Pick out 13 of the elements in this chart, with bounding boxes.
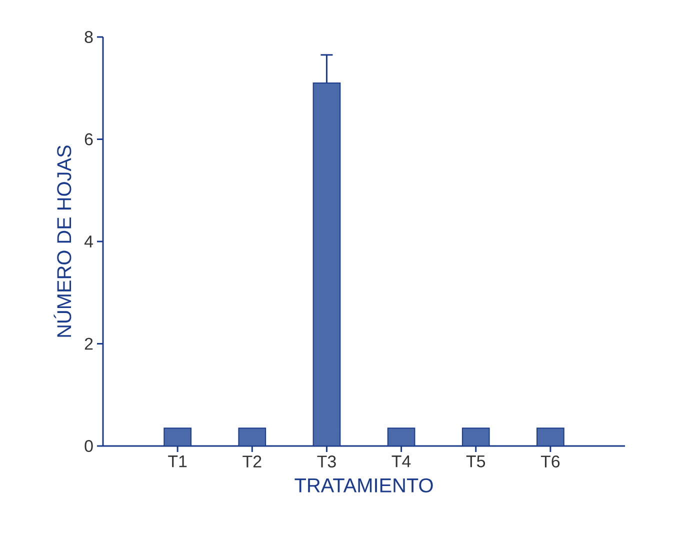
y-tick-label: 0 [84, 440, 93, 452]
y-tick-label: 4 [84, 236, 93, 248]
x-tick-label: T5 [466, 456, 486, 468]
x-tick-label: T4 [392, 456, 411, 468]
y-axis-title: NÚMERO DE HOJAS [54, 146, 72, 337]
y-tick-label: 2 [84, 338, 93, 350]
x-tick-label: T2 [242, 456, 262, 468]
y-tick-label: 6 [84, 133, 93, 146]
x-tick-label: T3 [317, 456, 336, 468]
x-tick-label: T1 [168, 456, 187, 468]
y-tick-label: 8 [84, 31, 93, 44]
x-axis-title: TRATAMIENTO [294, 478, 433, 492]
x-tick-label: T6 [540, 456, 560, 468]
